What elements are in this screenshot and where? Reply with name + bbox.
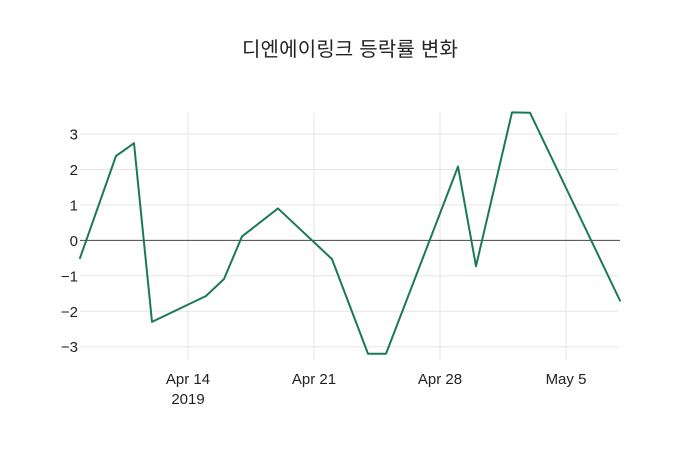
svg-text:0: 0 xyxy=(70,233,78,250)
svg-text:3: 3 xyxy=(70,127,78,144)
svg-text:Apr 28: Apr 28 xyxy=(418,371,462,388)
svg-text:1: 1 xyxy=(70,197,78,214)
svg-text:−3: −3 xyxy=(61,339,78,356)
svg-text:Apr 14: Apr 14 xyxy=(166,371,210,388)
svg-text:−1: −1 xyxy=(61,268,78,285)
svg-text:Apr 21: Apr 21 xyxy=(292,371,336,388)
svg-text:2019: 2019 xyxy=(171,391,204,408)
svg-text:2: 2 xyxy=(70,162,78,179)
svg-text:May 5: May 5 xyxy=(546,371,587,388)
svg-text:−2: −2 xyxy=(61,304,78,321)
